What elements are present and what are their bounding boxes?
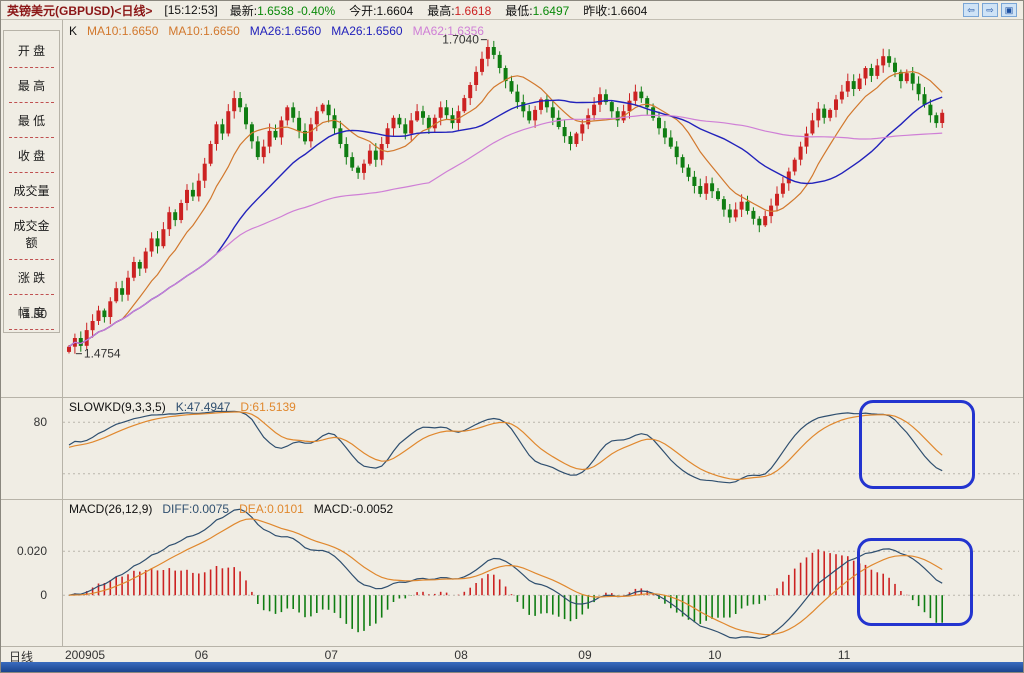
sidebar-item-range[interactable]: 幅 度 xyxy=(9,295,54,330)
x-axis-label: 08 xyxy=(454,648,468,662)
x-axis-label: 11 xyxy=(837,648,851,662)
quote-fields: 最新:1.6538 -0.40% 今开:1.6604 最高:1.6618 最低:1.6… xyxy=(230,2,648,19)
period-label: 日线 xyxy=(9,650,34,664)
x-axis-label: 10 xyxy=(708,648,722,662)
x-axis-label: 06 xyxy=(194,648,209,662)
ma10-line xyxy=(68,70,943,348)
quote-prevclose: 昨收:1.6604 xyxy=(583,3,648,18)
sidebar-item-open[interactable]: 开 盘 xyxy=(9,33,54,68)
macd-title: MACD(26,12,9) xyxy=(69,502,153,516)
ma26-line xyxy=(68,96,943,348)
window-control-1[interactable]: ⇦ xyxy=(963,3,979,17)
price-axis-label: 1.50 xyxy=(23,307,47,322)
legend-ma62: MA62:1.6356 xyxy=(412,24,484,38)
macd-legend: MACD(26,12,9) DIFF:0.0075 DEA:0.0101 MAC… xyxy=(69,502,393,516)
macd-dea-line xyxy=(68,518,943,636)
x-axis: 日线 200905 06 07 08 09 10 11 xyxy=(1,647,1023,664)
quote-high: 最高:1.6618 xyxy=(427,3,492,18)
kd-d-line xyxy=(68,411,943,481)
x-axis-label: 07 xyxy=(324,648,338,662)
sidebar-item-volume[interactable]: 成交量 xyxy=(9,173,54,208)
macd-axis-label-002: 0.020 xyxy=(16,544,47,559)
macd-diff-line xyxy=(68,508,943,639)
macd-histogram xyxy=(74,549,944,633)
legend-k: K xyxy=(69,24,78,38)
panel-divider xyxy=(1,499,1023,500)
macd-highlight-annotation xyxy=(857,538,973,626)
sidebar-item-high[interactable]: 最 高 xyxy=(9,68,54,103)
window-control-3[interactable]: ▣ xyxy=(1001,3,1017,17)
sidebar-menu: 开 盘最 高最 低收 盘成交量 成交金额涨 跌幅 度 xyxy=(3,30,60,333)
taskbar-strip[interactable] xyxy=(1,662,1023,672)
sidebar-item-turnover[interactable]: 成交金额 xyxy=(9,208,54,260)
legend-ma10-a: MA10:1.6650 xyxy=(87,24,159,38)
slowkd-legend: SLOWKD(9,3,3,5) K:47.4947 D:61.5139 xyxy=(69,400,296,414)
macd-macd-value: MACD:-0.0052 xyxy=(313,502,394,516)
clock: [15:12:53] xyxy=(164,3,218,17)
quote-latest: 最新:1.6538 -0.40% xyxy=(229,3,336,18)
kd-highlight-annotation xyxy=(859,400,975,489)
slowkd-k-value: K:47.4947 xyxy=(175,400,231,414)
x-axis-label: 09 xyxy=(578,648,592,662)
sidebar-item-close[interactable]: 收 盘 xyxy=(9,138,54,173)
macd-axis-label-0: 0 xyxy=(40,588,47,603)
window-controls: ⇦ ⇨ ▣ xyxy=(963,3,1017,17)
title-bar: 英镑美元(GBPUSD)<日线> [15:12:53] 最新:1.6538 -0… xyxy=(1,1,1023,20)
slowkd-title: SLOWKD(9,3,3,5) xyxy=(69,400,166,414)
macd-dea-value: DEA:0.0101 xyxy=(239,502,304,516)
legend-ma10-b: MA10:1.6650 xyxy=(168,24,240,38)
panel-divider xyxy=(1,646,1023,647)
panel-divider xyxy=(1,397,1023,398)
ma62-line xyxy=(68,114,943,348)
slowkd-d-value: D:61.5139 xyxy=(240,400,296,414)
candlesticks xyxy=(67,39,945,354)
left-axis-strip: 开 盘最 高最 低收 盘成交量 成交金额涨 跌幅 度 xyxy=(1,20,63,646)
quote-low: 最低:1.6497 xyxy=(505,3,570,18)
sidebar-item-change[interactable]: 涨 跌 xyxy=(9,260,54,295)
symbol-title: 英镑美元(GBPUSD)<日线> xyxy=(7,3,153,18)
high-annotation: 1.7040 xyxy=(442,33,479,47)
sidebar-item-low[interactable]: 最 低 xyxy=(9,103,54,138)
quote-open: 今开:1.6604 xyxy=(349,3,414,18)
window-control-2[interactable]: ⇨ xyxy=(982,3,998,17)
macd-diff-value: DIFF:0.0075 xyxy=(162,502,230,516)
price-chart-panel: 1.7040 1.4754 xyxy=(67,33,945,361)
low-annotation: 1.4754 xyxy=(84,347,121,361)
legend-ma26-b: MA26:1.6560 xyxy=(331,24,403,38)
x-axis-label: 200905 xyxy=(65,648,106,662)
main-chart-legend: K MA10:1.6650 MA10:1.6650 MA26:1.6560 MA… xyxy=(69,24,484,38)
legend-ma26-a: MA26:1.6560 xyxy=(249,24,322,38)
kd-axis-label: 80 xyxy=(33,415,47,430)
